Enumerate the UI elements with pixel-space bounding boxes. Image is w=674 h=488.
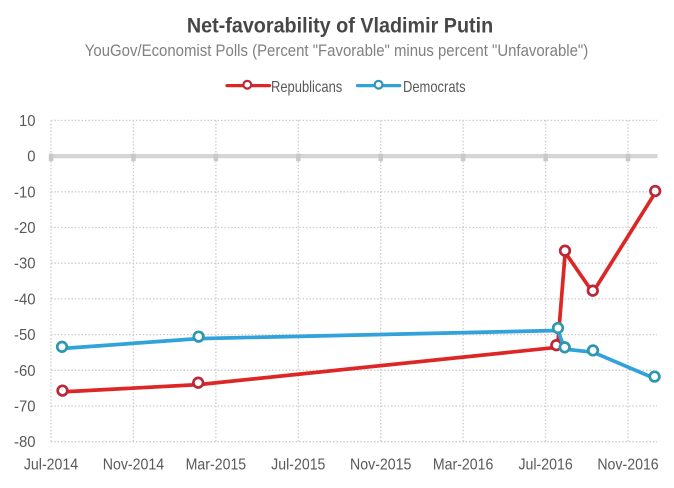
svg-text:0: 0 [27, 148, 35, 166]
svg-text:Mar-2015: Mar-2015 [186, 456, 247, 474]
svg-text:Jul-2014: Jul-2014 [24, 456, 78, 474]
svg-text:Democrats: Democrats [403, 79, 466, 97]
svg-text:-50: -50 [14, 327, 35, 345]
svg-text:Jul-2016: Jul-2016 [518, 456, 572, 474]
svg-text:-60: -60 [14, 362, 35, 380]
svg-text:10: 10 [19, 112, 36, 130]
svg-text:Nov-2015: Nov-2015 [350, 456, 411, 474]
svg-text:YouGov/Economist Polls (Percen: YouGov/Economist Polls (Percent "Favorab… [85, 42, 588, 60]
svg-text:-70: -70 [14, 398, 35, 416]
svg-text:-20: -20 [14, 220, 35, 238]
svg-text:Nov-2014: Nov-2014 [103, 456, 164, 474]
svg-text:-10: -10 [14, 184, 35, 202]
svg-text:Mar-2016: Mar-2016 [433, 456, 494, 474]
svg-text:-30: -30 [14, 255, 35, 273]
svg-text:Nov-2016: Nov-2016 [597, 456, 658, 474]
svg-text:Jul-2015: Jul-2015 [271, 456, 325, 474]
svg-text:Net-favorability of Vladimir P: Net-favorability of Vladimir Putin [187, 14, 493, 38]
svg-text:-80: -80 [14, 434, 35, 452]
svg-text:Republicans: Republicans [271, 79, 342, 97]
svg-text:-40: -40 [14, 291, 35, 309]
